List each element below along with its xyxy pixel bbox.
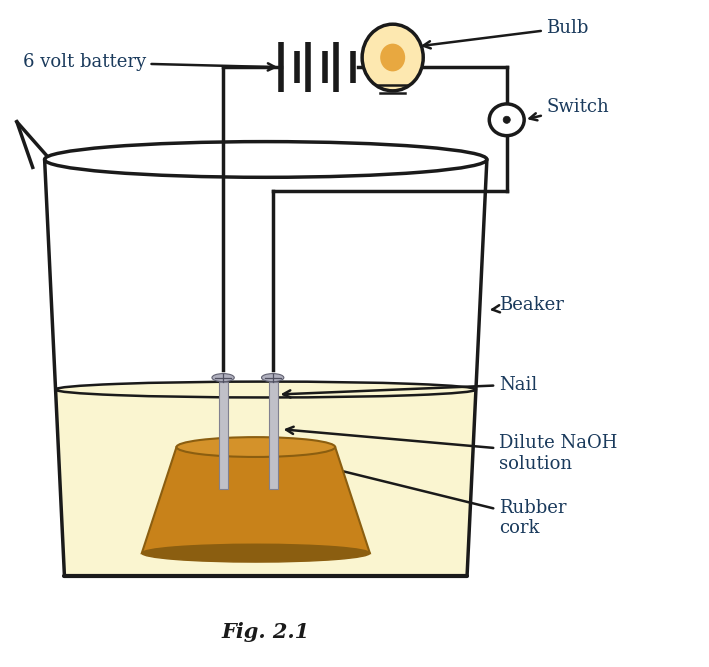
Text: Nail: Nail <box>283 376 537 398</box>
Polygon shape <box>142 447 370 553</box>
Text: Beaker: Beaker <box>492 296 564 314</box>
Text: Dilute NaOH
solution: Dilute NaOH solution <box>286 427 617 473</box>
Text: Rubber
cork: Rubber cork <box>330 466 566 538</box>
Ellipse shape <box>212 374 234 382</box>
Text: Bulb: Bulb <box>423 19 588 49</box>
FancyBboxPatch shape <box>219 382 228 489</box>
FancyBboxPatch shape <box>269 382 278 489</box>
Ellipse shape <box>142 544 370 562</box>
Ellipse shape <box>362 24 423 91</box>
Ellipse shape <box>380 43 405 71</box>
Text: Fig. 2.1: Fig. 2.1 <box>222 622 310 642</box>
Polygon shape <box>55 390 476 576</box>
Ellipse shape <box>55 382 476 398</box>
Text: Switch: Switch <box>530 98 609 120</box>
Ellipse shape <box>503 116 510 123</box>
Text: 6 volt battery: 6 volt battery <box>23 53 275 71</box>
Ellipse shape <box>177 437 335 457</box>
Ellipse shape <box>489 104 524 135</box>
Ellipse shape <box>262 374 284 382</box>
